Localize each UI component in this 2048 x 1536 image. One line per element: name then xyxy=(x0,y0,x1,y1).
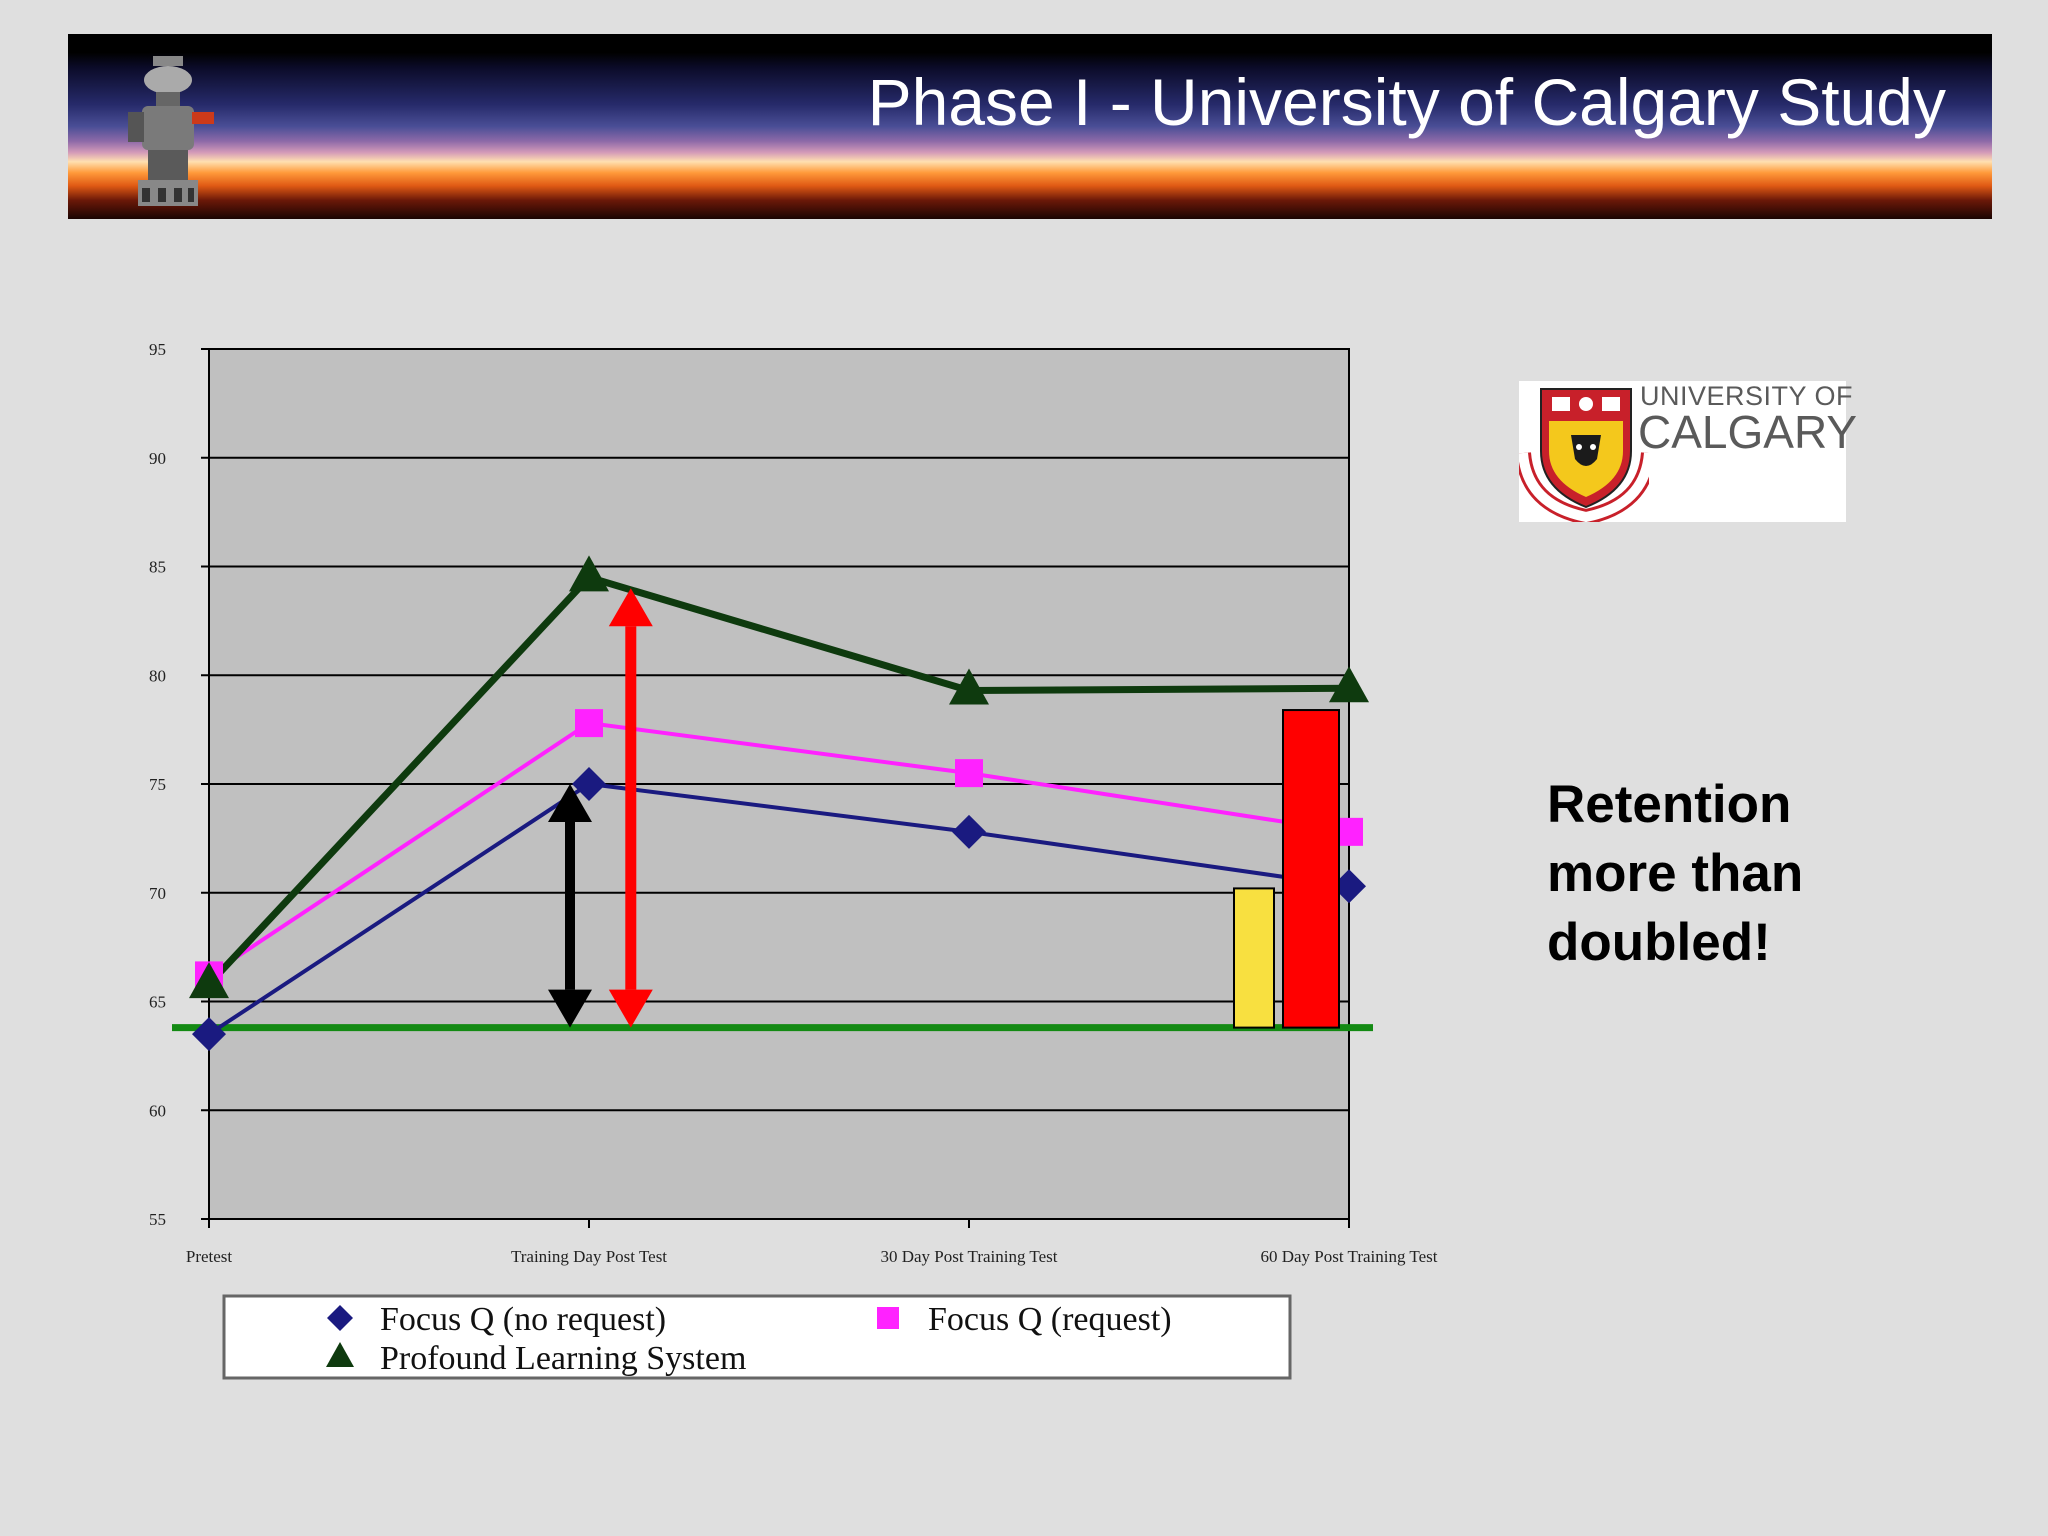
calgary-crest-icon xyxy=(1519,388,1649,522)
legend-label: Focus Q (request) xyxy=(928,1301,1172,1338)
arrow-head-up xyxy=(608,588,653,627)
arrow-head-down xyxy=(608,989,653,1028)
legend-marker-triangle xyxy=(326,1342,354,1367)
data-point-diamond xyxy=(952,814,986,849)
legend-marker-diamond xyxy=(327,1305,353,1331)
y-tick-label: 60 xyxy=(149,1101,166,1120)
legend-marker-square xyxy=(877,1307,899,1329)
highlight-bar xyxy=(1282,709,1340,1029)
legend-box xyxy=(222,1294,1292,1380)
robot-icon xyxy=(128,56,214,206)
highlight-bar xyxy=(1233,887,1275,1029)
retention-callout: Retention more than doubled! xyxy=(1547,775,1804,972)
x-tick-label: Pretest xyxy=(186,1247,233,1266)
y-tick-label: 70 xyxy=(149,884,166,903)
arrow-head-up xyxy=(548,784,592,822)
series-line xyxy=(207,721,1350,978)
y-tick-label: 75 xyxy=(149,775,166,794)
data-point-triangle xyxy=(189,962,229,999)
series-line xyxy=(206,573,1350,987)
legend-label: Profound Learning System xyxy=(380,1340,746,1377)
x-tick-label: 60 Day Post Training Test xyxy=(1260,1247,1437,1266)
y-tick-label: 85 xyxy=(149,558,166,577)
data-point-diamond xyxy=(192,1017,226,1052)
data-point-triangle xyxy=(949,668,989,705)
y-tick-label: 55 xyxy=(149,1210,166,1229)
data-point-square xyxy=(955,759,983,788)
y-tick-label: 95 xyxy=(149,340,166,359)
data-point-triangle xyxy=(1329,666,1369,703)
data-point-diamond xyxy=(572,767,606,801)
university-of-calgary-logo: UNIVERSITY OF CALGARY xyxy=(1519,381,1857,522)
data-point-diamond xyxy=(1332,869,1366,904)
y-tick-label: 90 xyxy=(149,449,166,468)
logo-text-line2: CALGARY xyxy=(1638,406,1858,458)
slide-title: Phase I - University of Calgary Study xyxy=(867,65,1946,139)
logo-text-line1: UNIVERSITY OF xyxy=(1640,381,1854,411)
series-markers xyxy=(189,555,1369,1052)
y-axis-ticks: 55 60 65 70 75 80 85 90 95 xyxy=(149,340,209,1229)
series-line xyxy=(207,781,1350,1036)
legend: Focus Q (no request) Focus Q (request) Pro… xyxy=(222,1294,1292,1380)
x-axis-ticks: Pretest Training Day Post Test 30 Day Post… xyxy=(186,1219,1438,1266)
annotation-layer-front xyxy=(548,588,1340,1029)
y-tick-label: 65 xyxy=(149,993,166,1012)
data-point-square xyxy=(575,709,603,738)
title-banner: Phase I - University of Calgary Study xyxy=(68,34,1992,219)
y-tick-label: 80 xyxy=(149,666,166,685)
arrow-head-down xyxy=(548,989,592,1028)
x-tick-label: 30 Day Post Training Test xyxy=(880,1247,1057,1266)
data-point-triangle xyxy=(569,555,609,592)
x-tick-label: Training Day Post Test xyxy=(511,1247,667,1266)
legend-label: Focus Q (no request) xyxy=(380,1301,666,1338)
series-lines xyxy=(206,573,1350,1036)
